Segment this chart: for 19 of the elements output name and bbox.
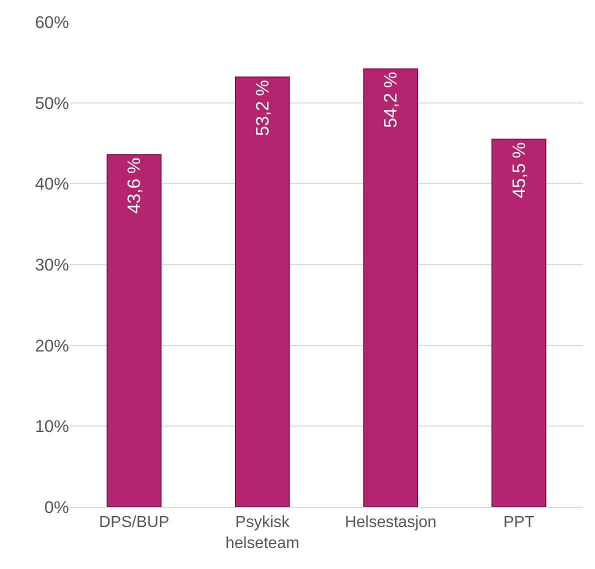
y-tick-label: 60% bbox=[34, 12, 69, 32]
bar bbox=[363, 68, 418, 507]
y-tick-label: 50% bbox=[34, 94, 69, 113]
y-tick-label: 40% bbox=[34, 174, 69, 194]
y-tick-label: 0% bbox=[44, 498, 69, 517]
y-tick-label: 10% bbox=[34, 417, 69, 436]
data-label: 53,2 % bbox=[252, 80, 272, 136]
x-tick-label: Helsestasjon bbox=[344, 514, 436, 532]
bar bbox=[106, 154, 162, 507]
data-label: 45,5 % bbox=[508, 142, 529, 198]
bar bbox=[234, 76, 290, 507]
data-label: 54,2 % bbox=[380, 72, 401, 128]
x-tick-label: DPS/BUP bbox=[99, 514, 170, 532]
y-tick-label: 30% bbox=[34, 255, 69, 274]
data-label: 43,6 % bbox=[124, 158, 144, 214]
y-tick-label: 20% bbox=[34, 336, 69, 356]
bar bbox=[491, 138, 546, 507]
x-tick-label: Psykisk helseteam bbox=[225, 514, 300, 552]
x-tick-label: PPT bbox=[503, 514, 535, 532]
